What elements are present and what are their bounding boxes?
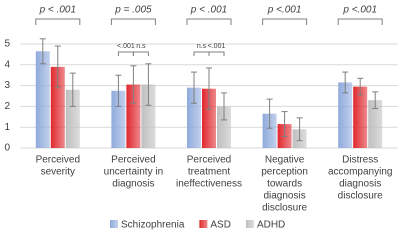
pair-label: <.001: [117, 43, 135, 50]
bracket: [110, 18, 156, 25]
bar: [35, 51, 50, 148]
bar: [141, 84, 156, 148]
bar: [338, 82, 353, 148]
error-bar: [191, 71, 197, 104]
legend-label: ADHD: [257, 220, 285, 231]
error-bar: [357, 77, 364, 96]
error-bar: [372, 91, 379, 109]
x-tick-label: Negative: [265, 155, 305, 166]
bar: [111, 90, 126, 148]
bar: [368, 100, 383, 148]
y-tick-label: 3: [4, 80, 10, 91]
bracket: [262, 18, 308, 25]
significance-label: p < .001: [39, 5, 76, 16]
error-bar: [54, 45, 61, 89]
significance-label: p < .001: [190, 5, 227, 16]
error-bar: [221, 92, 227, 121]
significance-label: p <.001: [342, 5, 377, 16]
bracket: [186, 18, 232, 25]
pair-bracket: [208, 51, 225, 56]
legend-label: ASD: [210, 220, 231, 231]
y-tick-label: 2: [4, 101, 10, 112]
x-tick-label: Perceived: [187, 155, 231, 166]
x-tick-label: Distress: [342, 155, 378, 166]
error-bar: [130, 65, 137, 104]
y-tick-label: 1: [4, 122, 10, 133]
error-bar: [145, 63, 152, 106]
x-tick-label: severity: [41, 167, 75, 178]
legend-label: Schizophrenia: [121, 220, 185, 231]
bar: [262, 113, 277, 148]
legend-swatch: [245, 220, 254, 228]
pair-label: <.001: [208, 43, 226, 50]
bar: [126, 84, 141, 148]
x-tick-label: treatment: [188, 167, 230, 178]
error-bar: [342, 71, 349, 94]
significance-label: p <.001: [267, 5, 302, 16]
y-tick-label: 0: [4, 143, 10, 154]
pair-label: n.s: [197, 43, 207, 50]
error-bar: [281, 111, 288, 138]
error-bar: [115, 74, 122, 107]
bar: [50, 66, 65, 148]
x-tick-label: ineffectiveness: [176, 179, 242, 190]
error-bar: [39, 38, 46, 65]
x-tick-label: perception: [261, 167, 308, 178]
legend-swatch: [110, 220, 118, 228]
bar: [187, 87, 201, 148]
x-tick-label: diagnosis: [112, 179, 154, 190]
pair-label: n.s: [136, 43, 146, 50]
x-tick-label: towards: [267, 179, 302, 190]
y-tick-label: 4: [4, 59, 10, 70]
x-tick-label: Perceived: [36, 155, 80, 166]
x-tick-label: Perceived: [111, 155, 155, 166]
legend-swatch: [199, 220, 208, 228]
x-tick-label: disclosure: [262, 203, 307, 214]
bar: [353, 86, 368, 148]
bar: [202, 88, 216, 148]
error-bar: [206, 67, 212, 111]
bar: [65, 89, 80, 148]
error-bar: [266, 98, 273, 129]
bar: [217, 106, 231, 148]
significance-label: p = .005: [114, 5, 152, 16]
error-bar: [69, 72, 76, 107]
x-tick-label: uncertainty in: [104, 167, 163, 178]
bracket: [35, 18, 81, 25]
x-tick-label: diagnosis: [263, 191, 305, 202]
error-bar: [296, 117, 303, 142]
bracket: [337, 18, 383, 25]
pair-bracket: [193, 51, 210, 56]
pair-bracket: [117, 51, 134, 56]
x-tick-label: accompanying: [328, 167, 392, 178]
pair-bracket: [132, 51, 149, 56]
x-tick-label: diagnosis: [339, 179, 381, 190]
x-tick-label: disclosure: [338, 191, 383, 202]
y-tick-label: 5: [4, 39, 10, 50]
